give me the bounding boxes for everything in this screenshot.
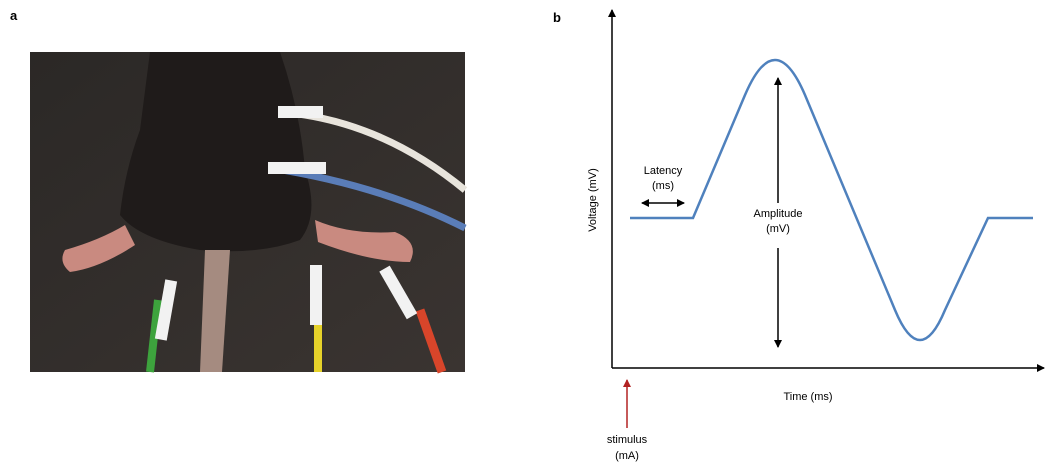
mouse-body — [120, 52, 311, 251]
stimulus-label: stimulus — [607, 434, 648, 446]
electrode-sleeve — [278, 106, 323, 118]
stimulus-label: (mA) — [615, 450, 639, 462]
page: a b Voltage (mV) Time (ms) Latency (ms) … — [0, 0, 1046, 465]
x-axis-label: Time (ms) — [783, 391, 832, 403]
latency-label: Latency — [644, 165, 683, 177]
amplitude-label: (mV) — [766, 223, 790, 235]
electrode-sleeve — [310, 265, 322, 325]
electrode-sleeve — [268, 162, 326, 174]
waveform — [630, 60, 1033, 340]
amplitude-label: Amplitude — [754, 208, 803, 220]
panel-label: a — [10, 8, 18, 23]
photo — [30, 52, 465, 372]
panel-label: b — [553, 10, 561, 25]
y-axis-label: Voltage (mV) — [587, 168, 599, 232]
latency-label: (ms) — [652, 180, 674, 192]
figure: a b Voltage (mV) Time (ms) Latency (ms) … — [0, 0, 1046, 465]
